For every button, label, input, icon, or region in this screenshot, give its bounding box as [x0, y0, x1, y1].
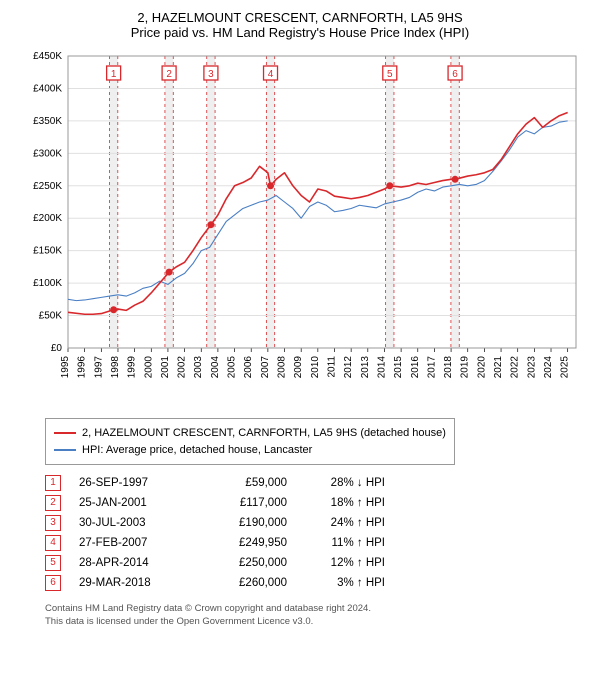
legend-row-hpi: HPI: Average price, detached house, Lanc…	[54, 442, 446, 459]
svg-text:£0: £0	[51, 343, 63, 354]
svg-text:1996: 1996	[77, 356, 88, 379]
svg-text:2024: 2024	[543, 356, 554, 379]
transaction-price: £190,000	[197, 517, 287, 529]
svg-text:2014: 2014	[376, 356, 387, 379]
transaction-price: £59,000	[197, 477, 287, 489]
transaction-pct: 24% ↑ HPI	[305, 517, 385, 529]
transactions-table: 1 26-SEP-1997 £59,000 28% ↓ HPI 2 25-JAN-2001…	[45, 473, 575, 593]
svg-text:2011: 2011	[326, 356, 337, 378]
legend-label-property: 2, HAZELMOUNT CRESCENT, CARNFORTH, LA5 9…	[82, 425, 446, 442]
transaction-badge: 2	[45, 495, 61, 511]
svg-text:£100K: £100K	[33, 278, 62, 289]
svg-text:2019: 2019	[460, 356, 471, 379]
table-row: 2 25-JAN-2001 £117,000 18% ↑ HPI	[45, 493, 575, 513]
svg-text:3: 3	[208, 69, 214, 80]
transaction-price: £117,000	[197, 497, 287, 509]
svg-text:2004: 2004	[210, 356, 221, 379]
svg-text:2015: 2015	[393, 356, 404, 379]
svg-text:2018: 2018	[443, 356, 454, 379]
table-row: 3 30-JUL-2003 £190,000 24% ↑ HPI	[45, 513, 575, 533]
svg-text:2016: 2016	[410, 356, 421, 379]
price-chart: £0 £50K £100K £150K £200K £250K £300K £350K £400…	[20, 48, 580, 408]
svg-text:6: 6	[452, 69, 458, 80]
transaction-date: 25-JAN-2001	[79, 497, 179, 509]
svg-text:2: 2	[166, 69, 172, 80]
transaction-price: £250,000	[197, 557, 287, 569]
transaction-badge: 1	[45, 475, 61, 491]
svg-text:2006: 2006	[243, 356, 254, 379]
svg-text:£200K: £200K	[33, 213, 62, 224]
svg-text:2003: 2003	[193, 356, 204, 379]
svg-text:£150K: £150K	[33, 246, 62, 257]
svg-text:2017: 2017	[426, 356, 437, 379]
svg-text:1999: 1999	[127, 356, 138, 379]
transaction-date: 30-JUL-2003	[79, 517, 179, 529]
legend-label-hpi: HPI: Average price, detached house, Lanc…	[82, 442, 312, 459]
table-row: 6 29-MAR-2018 £260,000 3% ↑ HPI	[45, 573, 575, 593]
svg-text:2000: 2000	[143, 356, 154, 379]
legend: 2, HAZELMOUNT CRESCENT, CARNFORTH, LA5 9…	[45, 418, 455, 465]
legend-swatch-property	[54, 432, 76, 434]
svg-text:2002: 2002	[177, 356, 188, 379]
table-row: 1 26-SEP-1997 £59,000 28% ↓ HPI	[45, 473, 575, 493]
table-row: 5 28-APR-2014 £250,000 12% ↑ HPI	[45, 553, 575, 573]
transaction-price: £249,950	[197, 537, 287, 549]
legend-swatch-hpi	[54, 449, 76, 451]
svg-text:1997: 1997	[93, 356, 104, 379]
svg-text:5: 5	[387, 69, 393, 80]
svg-text:£50K: £50K	[39, 311, 63, 322]
svg-text:2025: 2025	[560, 356, 571, 379]
transaction-pct: 28% ↓ HPI	[305, 477, 385, 489]
transaction-date: 29-MAR-2018	[79, 577, 179, 589]
transaction-badge: 3	[45, 515, 61, 531]
transaction-date: 28-APR-2014	[79, 557, 179, 569]
transaction-badge: 5	[45, 555, 61, 571]
svg-text:2020: 2020	[476, 356, 487, 379]
svg-text:2013: 2013	[360, 356, 371, 379]
svg-text:2023: 2023	[526, 356, 537, 379]
svg-text:1998: 1998	[110, 356, 121, 379]
svg-text:£400K: £400K	[33, 83, 62, 94]
svg-text:2012: 2012	[343, 356, 354, 379]
svg-text:2021: 2021	[493, 356, 504, 379]
svg-text:£250K: £250K	[33, 181, 62, 192]
footer-line1: Contains HM Land Registry data © Crown c…	[45, 603, 575, 616]
transaction-pct: 11% ↑ HPI	[305, 537, 385, 549]
transaction-pct: 18% ↑ HPI	[305, 497, 385, 509]
transaction-badge: 4	[45, 535, 61, 551]
svg-text:2009: 2009	[293, 356, 304, 379]
transaction-pct: 12% ↑ HPI	[305, 557, 385, 569]
transaction-price: £260,000	[197, 577, 287, 589]
footer: Contains HM Land Registry data © Crown c…	[45, 603, 575, 629]
svg-text:2007: 2007	[260, 356, 271, 379]
svg-text:4: 4	[268, 69, 274, 80]
svg-text:1995: 1995	[60, 356, 71, 379]
transaction-badge: 6	[45, 575, 61, 591]
title-subtitle: Price paid vs. HM Land Registry's House …	[15, 25, 585, 40]
svg-text:2010: 2010	[310, 356, 321, 379]
svg-text:2022: 2022	[510, 356, 521, 379]
transaction-date: 27-FEB-2007	[79, 537, 179, 549]
svg-text:2008: 2008	[277, 356, 288, 379]
svg-text:1: 1	[111, 69, 117, 80]
svg-text:2005: 2005	[227, 356, 238, 379]
transaction-pct: 3% ↑ HPI	[305, 577, 385, 589]
legend-row-property: 2, HAZELMOUNT CRESCENT, CARNFORTH, LA5 9…	[54, 425, 446, 442]
title-address: 2, HAZELMOUNT CRESCENT, CARNFORTH, LA5 9…	[15, 10, 585, 25]
svg-text:£450K: £450K	[33, 51, 62, 62]
svg-text:2001: 2001	[160, 356, 171, 379]
svg-text:£350K: £350K	[33, 116, 62, 127]
table-row: 4 27-FEB-2007 £249,950 11% ↑ HPI	[45, 533, 575, 553]
svg-text:£300K: £300K	[33, 148, 62, 159]
footer-line2: This data is licensed under the Open Gov…	[45, 616, 575, 629]
transaction-date: 26-SEP-1997	[79, 477, 179, 489]
